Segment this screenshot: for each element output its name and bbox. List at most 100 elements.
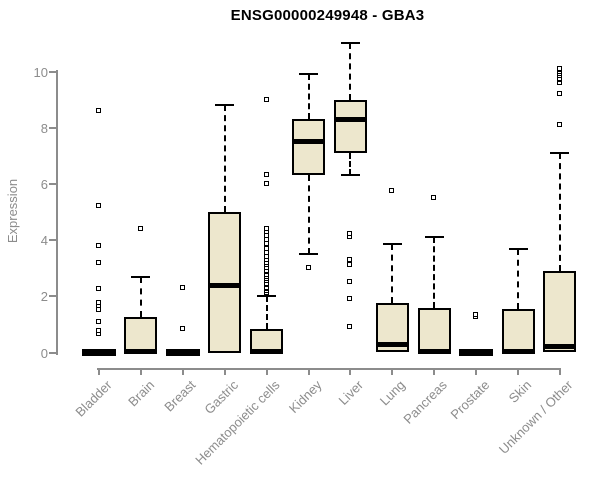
upper-whisker-cap xyxy=(424,236,444,239)
upper-whisker-cap xyxy=(550,151,570,154)
y-axis-line xyxy=(56,70,58,355)
lower-whisker-cap xyxy=(340,174,360,177)
upper-whisker xyxy=(558,152,561,271)
y-tick-label: 8 xyxy=(40,120,48,136)
x-category-label: Hematopoietic cells xyxy=(192,377,283,468)
collapsed-box xyxy=(82,349,116,356)
outlier-point xyxy=(556,90,562,96)
outlier-point xyxy=(263,96,269,102)
x-category-label: Prostate xyxy=(447,377,493,423)
y-tick xyxy=(49,182,56,185)
upper-whisker xyxy=(391,244,394,304)
x-category-label: Skin xyxy=(505,377,534,406)
upper-whisker-cap xyxy=(340,42,360,45)
outlier-point xyxy=(96,318,101,324)
box xyxy=(292,119,325,176)
x-tick xyxy=(475,368,478,375)
upper-whisker-cap xyxy=(215,104,235,107)
x-tick xyxy=(517,368,519,375)
y-tick xyxy=(49,239,56,242)
outlier-point xyxy=(347,262,353,268)
x-tick xyxy=(265,368,268,375)
x-tick xyxy=(181,368,184,375)
outlier-point xyxy=(96,242,101,248)
x-tick xyxy=(223,368,226,375)
outlier-point xyxy=(473,311,479,317)
outlier-point xyxy=(556,65,562,71)
x-category-label: Lung xyxy=(377,377,409,409)
y-tick-label: 2 xyxy=(40,289,48,305)
upper-whisker xyxy=(139,276,142,318)
upper-whisker xyxy=(517,248,519,309)
median-line xyxy=(501,348,535,354)
outlier-point xyxy=(305,265,311,271)
median-line xyxy=(292,139,325,145)
upper-whisker-cap xyxy=(508,247,528,250)
upper-whisker-cap xyxy=(257,295,277,298)
upper-whisker xyxy=(349,43,352,100)
outlier-point xyxy=(96,107,101,113)
outlier-point xyxy=(96,300,101,306)
y-tick xyxy=(49,295,56,298)
y-tick xyxy=(49,70,56,73)
upper-whisker-cap xyxy=(131,275,151,278)
x-tick xyxy=(433,368,436,375)
outlier-point xyxy=(263,180,269,186)
collapsed-box xyxy=(459,349,494,356)
box xyxy=(417,307,451,353)
upper-whisker xyxy=(307,74,310,120)
outlier-point xyxy=(137,225,143,231)
x-tick xyxy=(98,368,100,375)
box xyxy=(208,212,242,353)
outlier-point xyxy=(263,225,269,231)
median-line xyxy=(250,348,284,354)
x-category-label: Unknown / Other xyxy=(496,377,576,457)
median-line xyxy=(124,348,158,354)
outlier-point xyxy=(431,194,437,200)
x-tick xyxy=(349,368,352,375)
x-tick xyxy=(558,368,561,375)
outlier-point xyxy=(96,203,101,209)
x-category-label: Brain xyxy=(124,377,157,410)
x-category-label: Liver xyxy=(335,377,367,408)
upper-whisker xyxy=(265,296,268,329)
outlier-point xyxy=(347,256,353,262)
median-line xyxy=(543,344,577,350)
upper-whisker xyxy=(223,105,226,212)
outlier-point xyxy=(179,325,185,331)
median-line xyxy=(208,282,242,288)
box xyxy=(501,308,535,353)
median-line xyxy=(417,348,451,354)
lower-whisker xyxy=(307,175,310,255)
median-line xyxy=(375,341,409,347)
box xyxy=(124,317,158,353)
x-tick xyxy=(391,368,394,375)
y-tick xyxy=(49,126,56,129)
outlier-point xyxy=(347,296,353,302)
y-tick-label: 0 xyxy=(40,345,48,361)
x-category-label: Gastric xyxy=(200,377,241,418)
lower-whisker-cap xyxy=(299,253,318,256)
outlier-point xyxy=(179,284,185,290)
outlier-point xyxy=(347,324,353,330)
outlier-point xyxy=(347,279,353,285)
upper-whisker-cap xyxy=(299,73,318,76)
y-tick-label: 6 xyxy=(40,176,48,192)
chart-title: ENSG00000249948 - GBA3 xyxy=(230,7,425,24)
collapsed-box xyxy=(165,349,200,356)
x-tick xyxy=(139,368,142,375)
outlier-point xyxy=(96,286,101,292)
y-tick-label: 10 xyxy=(33,64,48,80)
lower-whisker xyxy=(349,152,352,176)
box xyxy=(543,271,577,353)
x-category-label: Kidney xyxy=(285,377,325,417)
y-axis-title: Expression xyxy=(5,178,20,244)
outlier-point xyxy=(556,121,562,127)
x-tick xyxy=(307,368,310,375)
x-axis-line xyxy=(97,368,561,370)
x-category-label: Breast xyxy=(161,377,199,415)
x-category-label: Bladder xyxy=(72,377,115,420)
y-tick-label: 4 xyxy=(40,233,48,249)
outlier-point xyxy=(389,187,395,193)
